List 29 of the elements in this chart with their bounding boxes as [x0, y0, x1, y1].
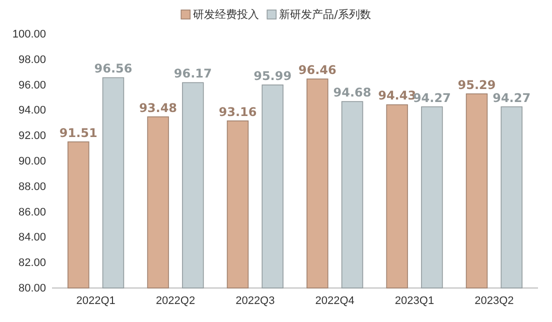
x-tick-label: 2023Q2 — [474, 294, 514, 307]
data-label: 94.68 — [333, 86, 372, 100]
x-tick-label: 2022Q4 — [315, 294, 354, 307]
y-tick-label: 96.00 — [18, 79, 46, 92]
data-label: 96.56 — [94, 62, 132, 76]
data-label: 96.17 — [174, 66, 212, 81]
data-label: 94.27 — [492, 90, 531, 105]
legend-label: 研发经费投入 — [193, 8, 260, 21]
data-label: 95.29 — [458, 78, 496, 92]
y-tick-label: 98.00 — [18, 54, 46, 66]
y-tick-label: 100.00 — [12, 28, 46, 41]
y-tick-label: 82.00 — [18, 257, 46, 270]
y-tick-label: 84.00 — [18, 232, 46, 244]
data-label: 93.48 — [139, 100, 178, 115]
y-tick-label: 80.00 — [18, 282, 46, 295]
x-tick-label: 2022Q1 — [76, 294, 116, 307]
data-label: 95.99 — [254, 68, 292, 83]
data-label: 96.46 — [298, 62, 336, 77]
x-tick-label: 2022Q3 — [236, 294, 275, 307]
y-tick-label: 90.00 — [18, 156, 46, 168]
y-tick-label: 92.00 — [18, 130, 46, 142]
data-label: 93.16 — [218, 104, 257, 119]
x-tick-label: 2023Q1 — [394, 294, 434, 307]
y-tick-label: 86.00 — [18, 206, 46, 218]
legend-label: 新研发产品/系列数 — [279, 8, 371, 21]
x-tick-label: 2022Q2 — [156, 294, 196, 307]
y-tick-label: 94.00 — [18, 104, 46, 117]
data-label: 91.51 — [59, 126, 98, 140]
y-tick-label: 88.00 — [18, 180, 46, 193]
